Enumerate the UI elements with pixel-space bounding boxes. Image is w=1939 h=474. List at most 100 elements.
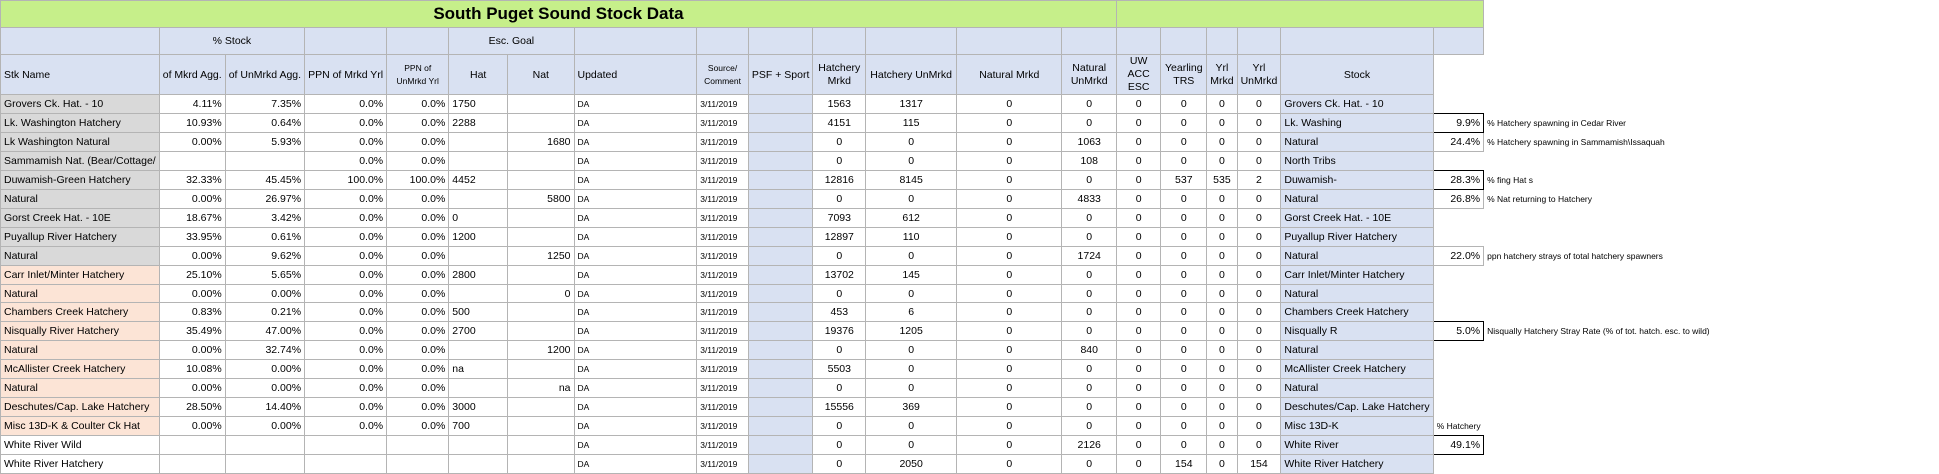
data-cell-hm[interactable]: 0 — [813, 132, 866, 151]
data-cell-pm[interactable]: 0.0% — [305, 151, 387, 170]
data-cell-nm[interactable]: 0 — [957, 265, 1062, 284]
data-cell-hu[interactable]: 0 — [866, 379, 957, 398]
data-cell-uw[interactable]: 0 — [1116, 341, 1160, 360]
data-cell-hu[interactable]: 369 — [866, 398, 957, 417]
data-cell-um[interactable]: 14.40% — [225, 398, 304, 417]
data-cell-ym[interactable]: 0 — [1207, 189, 1237, 208]
data-cell-nu[interactable]: 2126 — [1062, 436, 1117, 455]
data-cell-hat[interactable]: 2700 — [449, 322, 508, 341]
data-cell-pm[interactable]: 0.0% — [305, 322, 387, 341]
data-cell-nm[interactable]: 0 — [957, 341, 1062, 360]
data-cell-mk[interactable]: 0.00% — [159, 341, 225, 360]
data-cell-nm[interactable]: 0 — [957, 132, 1062, 151]
data-cell-src[interactable]: 3/11/2019 — [697, 360, 749, 379]
data-cell-hm[interactable]: 1563 — [813, 95, 866, 114]
data-cell-hat[interactable] — [449, 151, 508, 170]
data-cell-mk[interactable]: 0.00% — [159, 417, 225, 436]
data-cell-yu[interactable]: 0 — [1237, 151, 1281, 170]
data-cell-hat[interactable]: 2288 — [449, 113, 508, 132]
data-cell-mk[interactable]: 18.67% — [159, 208, 225, 227]
data-cell-psf[interactable] — [748, 113, 812, 132]
data-cell-mk[interactable] — [159, 455, 225, 474]
data-cell-src[interactable]: 3/11/2019 — [697, 246, 749, 265]
data-cell-ym[interactable]: 0 — [1207, 303, 1237, 322]
data-cell-nm[interactable]: 0 — [957, 284, 1062, 303]
data-cell-hm[interactable]: 0 — [813, 379, 866, 398]
data-cell-nu[interactable]: 840 — [1062, 341, 1117, 360]
data-cell-pm[interactable]: 0.0% — [305, 284, 387, 303]
data-cell-nat[interactable] — [508, 455, 574, 474]
data-cell-hu[interactable]: 0 — [866, 151, 957, 170]
data-cell-yt[interactable]: 0 — [1161, 284, 1207, 303]
data-cell-upd[interactable]: DA — [574, 398, 697, 417]
data-cell-hu[interactable]: 1317 — [866, 95, 957, 114]
data-cell-nu[interactable]: 4833 — [1062, 189, 1117, 208]
data-cell-nu[interactable]: 0 — [1062, 284, 1117, 303]
data-cell-yt[interactable]: 0 — [1161, 303, 1207, 322]
stock-label-cell[interactable]: Natural — [1281, 379, 1433, 398]
data-cell-yu[interactable]: 0 — [1237, 417, 1281, 436]
data-cell-hm[interactable]: 13702 — [813, 265, 866, 284]
data-cell-pu[interactable]: 0.0% — [387, 132, 449, 151]
data-cell-hu[interactable]: 115 — [866, 113, 957, 132]
data-cell-um[interactable]: 26.97% — [225, 189, 304, 208]
data-cell-nat[interactable]: 1250 — [508, 246, 574, 265]
data-cell-uw[interactable]: 0 — [1116, 189, 1160, 208]
data-cell-yt[interactable]: 0 — [1161, 360, 1207, 379]
data-cell-nm[interactable]: 0 — [957, 417, 1062, 436]
data-cell-pm[interactable] — [305, 455, 387, 474]
data-cell-pm[interactable]: 0.0% — [305, 398, 387, 417]
data-cell-pm[interactable]: 0.0% — [305, 379, 387, 398]
data-cell-hu[interactable]: 8145 — [866, 170, 957, 189]
data-cell-upd[interactable]: DA — [574, 113, 697, 132]
data-cell-uw[interactable]: 0 — [1116, 322, 1160, 341]
data-cell-src[interactable]: 3/11/2019 — [697, 417, 749, 436]
data-cell-yu[interactable]: 2 — [1237, 170, 1281, 189]
data-cell-upd[interactable]: DA — [574, 360, 697, 379]
data-cell-uw[interactable]: 0 — [1116, 170, 1160, 189]
data-cell-hat[interactable] — [449, 379, 508, 398]
data-cell-nm[interactable]: 0 — [957, 303, 1062, 322]
data-cell-src[interactable]: 3/11/2019 — [697, 284, 749, 303]
data-cell-yu[interactable]: 0 — [1237, 322, 1281, 341]
data-cell-mk[interactable]: 0.00% — [159, 379, 225, 398]
data-cell-hm[interactable]: 12816 — [813, 170, 866, 189]
data-cell-psf[interactable] — [748, 398, 812, 417]
data-cell-upd[interactable]: DA — [574, 189, 697, 208]
data-cell-uw[interactable]: 0 — [1116, 379, 1160, 398]
data-cell-src[interactable]: 3/11/2019 — [697, 455, 749, 474]
data-cell-nu[interactable]: 1063 — [1062, 132, 1117, 151]
data-cell-upd[interactable]: DA — [574, 170, 697, 189]
data-cell-yt[interactable]: 0 — [1161, 132, 1207, 151]
data-cell-ym[interactable]: 0 — [1207, 284, 1237, 303]
stock-name-cell[interactable]: Deschutes/Cap. Lake Hatchery — [1, 398, 160, 417]
data-cell-um[interactable]: 32.74% — [225, 341, 304, 360]
data-cell-yt[interactable]: 0 — [1161, 265, 1207, 284]
data-cell-pu[interactable]: 0.0% — [387, 151, 449, 170]
data-cell-hm[interactable]: 5503 — [813, 360, 866, 379]
data-cell-src[interactable]: 3/11/2019 — [697, 189, 749, 208]
data-cell-hm[interactable]: 0 — [813, 341, 866, 360]
data-cell-psf[interactable] — [748, 322, 812, 341]
data-cell-hat[interactable]: 2800 — [449, 265, 508, 284]
data-cell-nm[interactable]: 0 — [957, 360, 1062, 379]
data-cell-pm[interactable]: 100.0% — [305, 170, 387, 189]
data-cell-nat[interactable]: na — [508, 379, 574, 398]
data-cell-psf[interactable] — [748, 151, 812, 170]
data-cell-upd[interactable]: DA — [574, 265, 697, 284]
data-cell-uw[interactable]: 0 — [1116, 284, 1160, 303]
data-cell-psf[interactable] — [748, 246, 812, 265]
data-cell-yt[interactable]: 0 — [1161, 208, 1207, 227]
data-cell-ym[interactable]: 0 — [1207, 113, 1237, 132]
data-cell-pu[interactable]: 0.0% — [387, 360, 449, 379]
data-cell-nm[interactable]: 0 — [957, 322, 1062, 341]
data-cell-src[interactable]: 3/11/2019 — [697, 151, 749, 170]
data-cell-nat[interactable] — [508, 322, 574, 341]
data-cell-pm[interactable]: 0.0% — [305, 360, 387, 379]
stock-name-cell[interactable]: Nisqually River Hatchery — [1, 322, 160, 341]
data-cell-mk[interactable]: 10.08% — [159, 360, 225, 379]
data-cell-um[interactable]: 0.00% — [225, 379, 304, 398]
data-cell-yu[interactable]: 0 — [1237, 113, 1281, 132]
stock-label-cell[interactable]: Natural — [1281, 246, 1433, 265]
data-cell-pu[interactable] — [387, 455, 449, 474]
